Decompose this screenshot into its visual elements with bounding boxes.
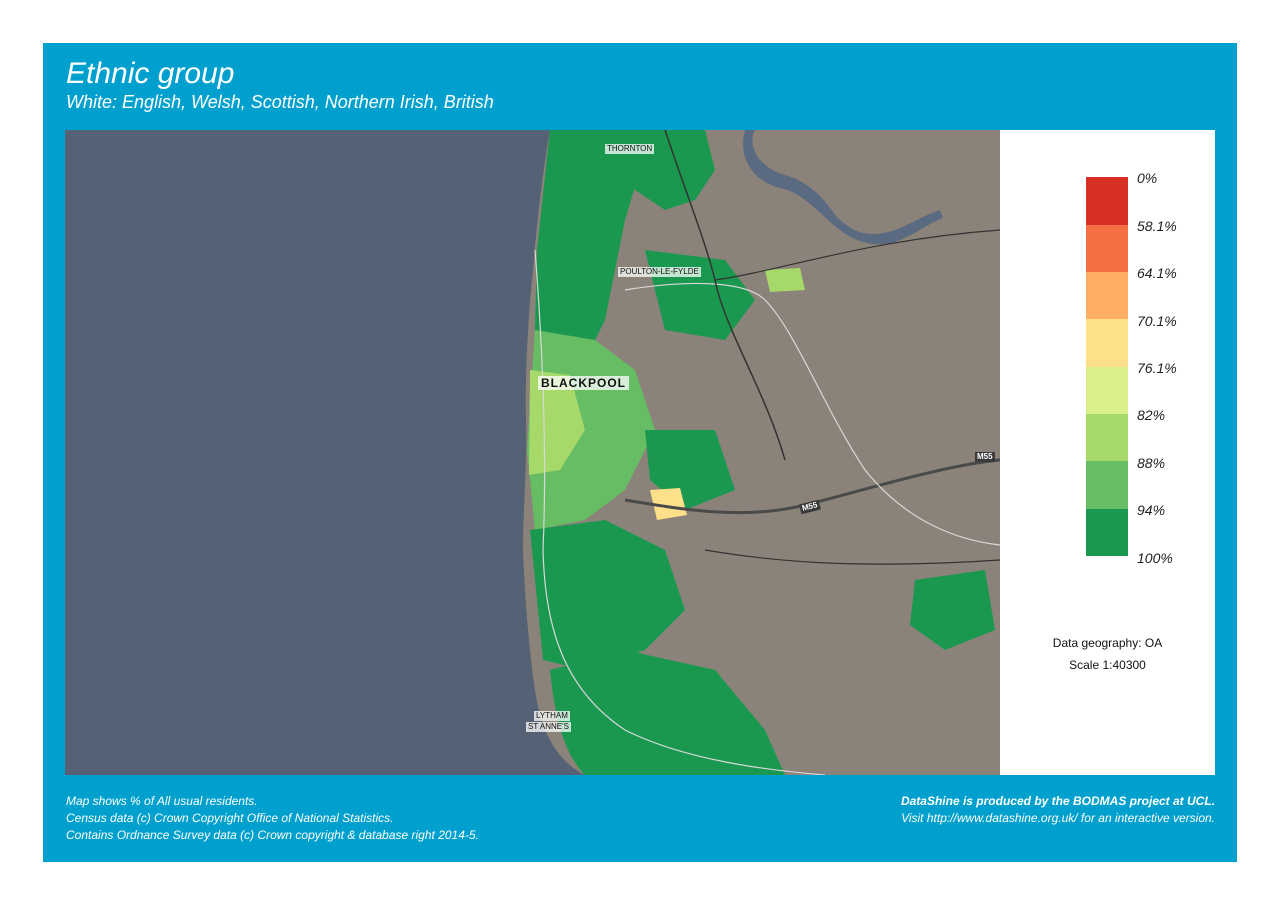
scale-label: Scale 1:40300 (1069, 658, 1146, 672)
footer-credit-url[interactable]: Visit http://www.datashine.org.uk/ for a… (901, 811, 1215, 825)
legend-label-8: 94% (1137, 502, 1166, 518)
legend-label-2: 58.1% (1137, 218, 1177, 234)
footer-note-2: Census data (c) Crown Copyright Office o… (66, 811, 394, 825)
footer-notes: Map shows % of All usual residents. Cens… (66, 793, 479, 844)
page-title: Ethnic group (66, 57, 235, 90)
legend-swatch-5 (1086, 367, 1128, 414)
choropleth-map[interactable]: THORNTON POULTON-LE-FYLDE BLACKPOOL LYTH… (65, 130, 1000, 775)
place-label-thornton: THORNTON (605, 144, 655, 154)
river-estuary (743, 130, 943, 245)
legend-label-9: 100% (1137, 550, 1173, 566)
map-canvas (65, 130, 1000, 775)
legend-swatch-2 (1086, 225, 1128, 272)
urban-blackpool-yellow (650, 488, 687, 520)
legend-label-4: 70.1% (1137, 313, 1177, 329)
legend-panel: 0% 58.1% 64.1% 70.1% 76.1% 82% 88% 94% 1… (1000, 130, 1215, 775)
legend-label-3: 64.1% (1137, 265, 1177, 281)
page-subtitle: White: English, Welsh, Scottish, Norther… (66, 92, 494, 112)
footer-credits: DataShine is produced by the BODMAS proj… (901, 793, 1215, 827)
legend-label-5: 76.1% (1137, 360, 1177, 376)
urban-coast-north (535, 130, 640, 380)
legend-label-6: 82% (1137, 407, 1166, 423)
legend-swatch-3 (1086, 272, 1128, 319)
road-east-link (714, 229, 1000, 281)
legend-swatch-4 (1086, 319, 1128, 367)
legend-swatch-1 (1086, 177, 1128, 225)
data-geography-label: Data geography: OA (1052, 636, 1163, 650)
map-poster: Ethnic group White: English, Welsh, Scot… (43, 43, 1237, 862)
road-label-m55-east: M55 (975, 452, 995, 462)
footer-note-3: Contains Ordnance Survey data (c) Crown … (66, 828, 479, 842)
legend-label-1: 0% (1137, 170, 1158, 186)
place-label-st-annes: ST ANNE'S (526, 722, 571, 732)
road-rail (624, 282, 1000, 546)
road-south-link (704, 549, 1000, 565)
place-label-poulton: POULTON-LE-FYLDE (618, 267, 701, 277)
urban-fleetwood-edge (765, 268, 805, 292)
sea-area (65, 130, 585, 775)
urban-lytham (550, 650, 785, 775)
place-label-lytham: LYTHAM (534, 711, 570, 721)
legend-swatch-8 (1086, 509, 1128, 556)
place-label-blackpool: BLACKPOOL (538, 376, 629, 390)
legend-swatch-7 (1086, 461, 1128, 509)
urban-kirkham (910, 570, 995, 650)
legend-swatch-6 (1086, 414, 1128, 461)
legend-label-7: 88% (1137, 455, 1166, 471)
urban-south (530, 520, 685, 670)
footer-credit-bodmas: DataShine is produced by the BODMAS proj… (900, 794, 1215, 808)
footer-note-1: Map shows % of All usual residents. (66, 794, 258, 808)
